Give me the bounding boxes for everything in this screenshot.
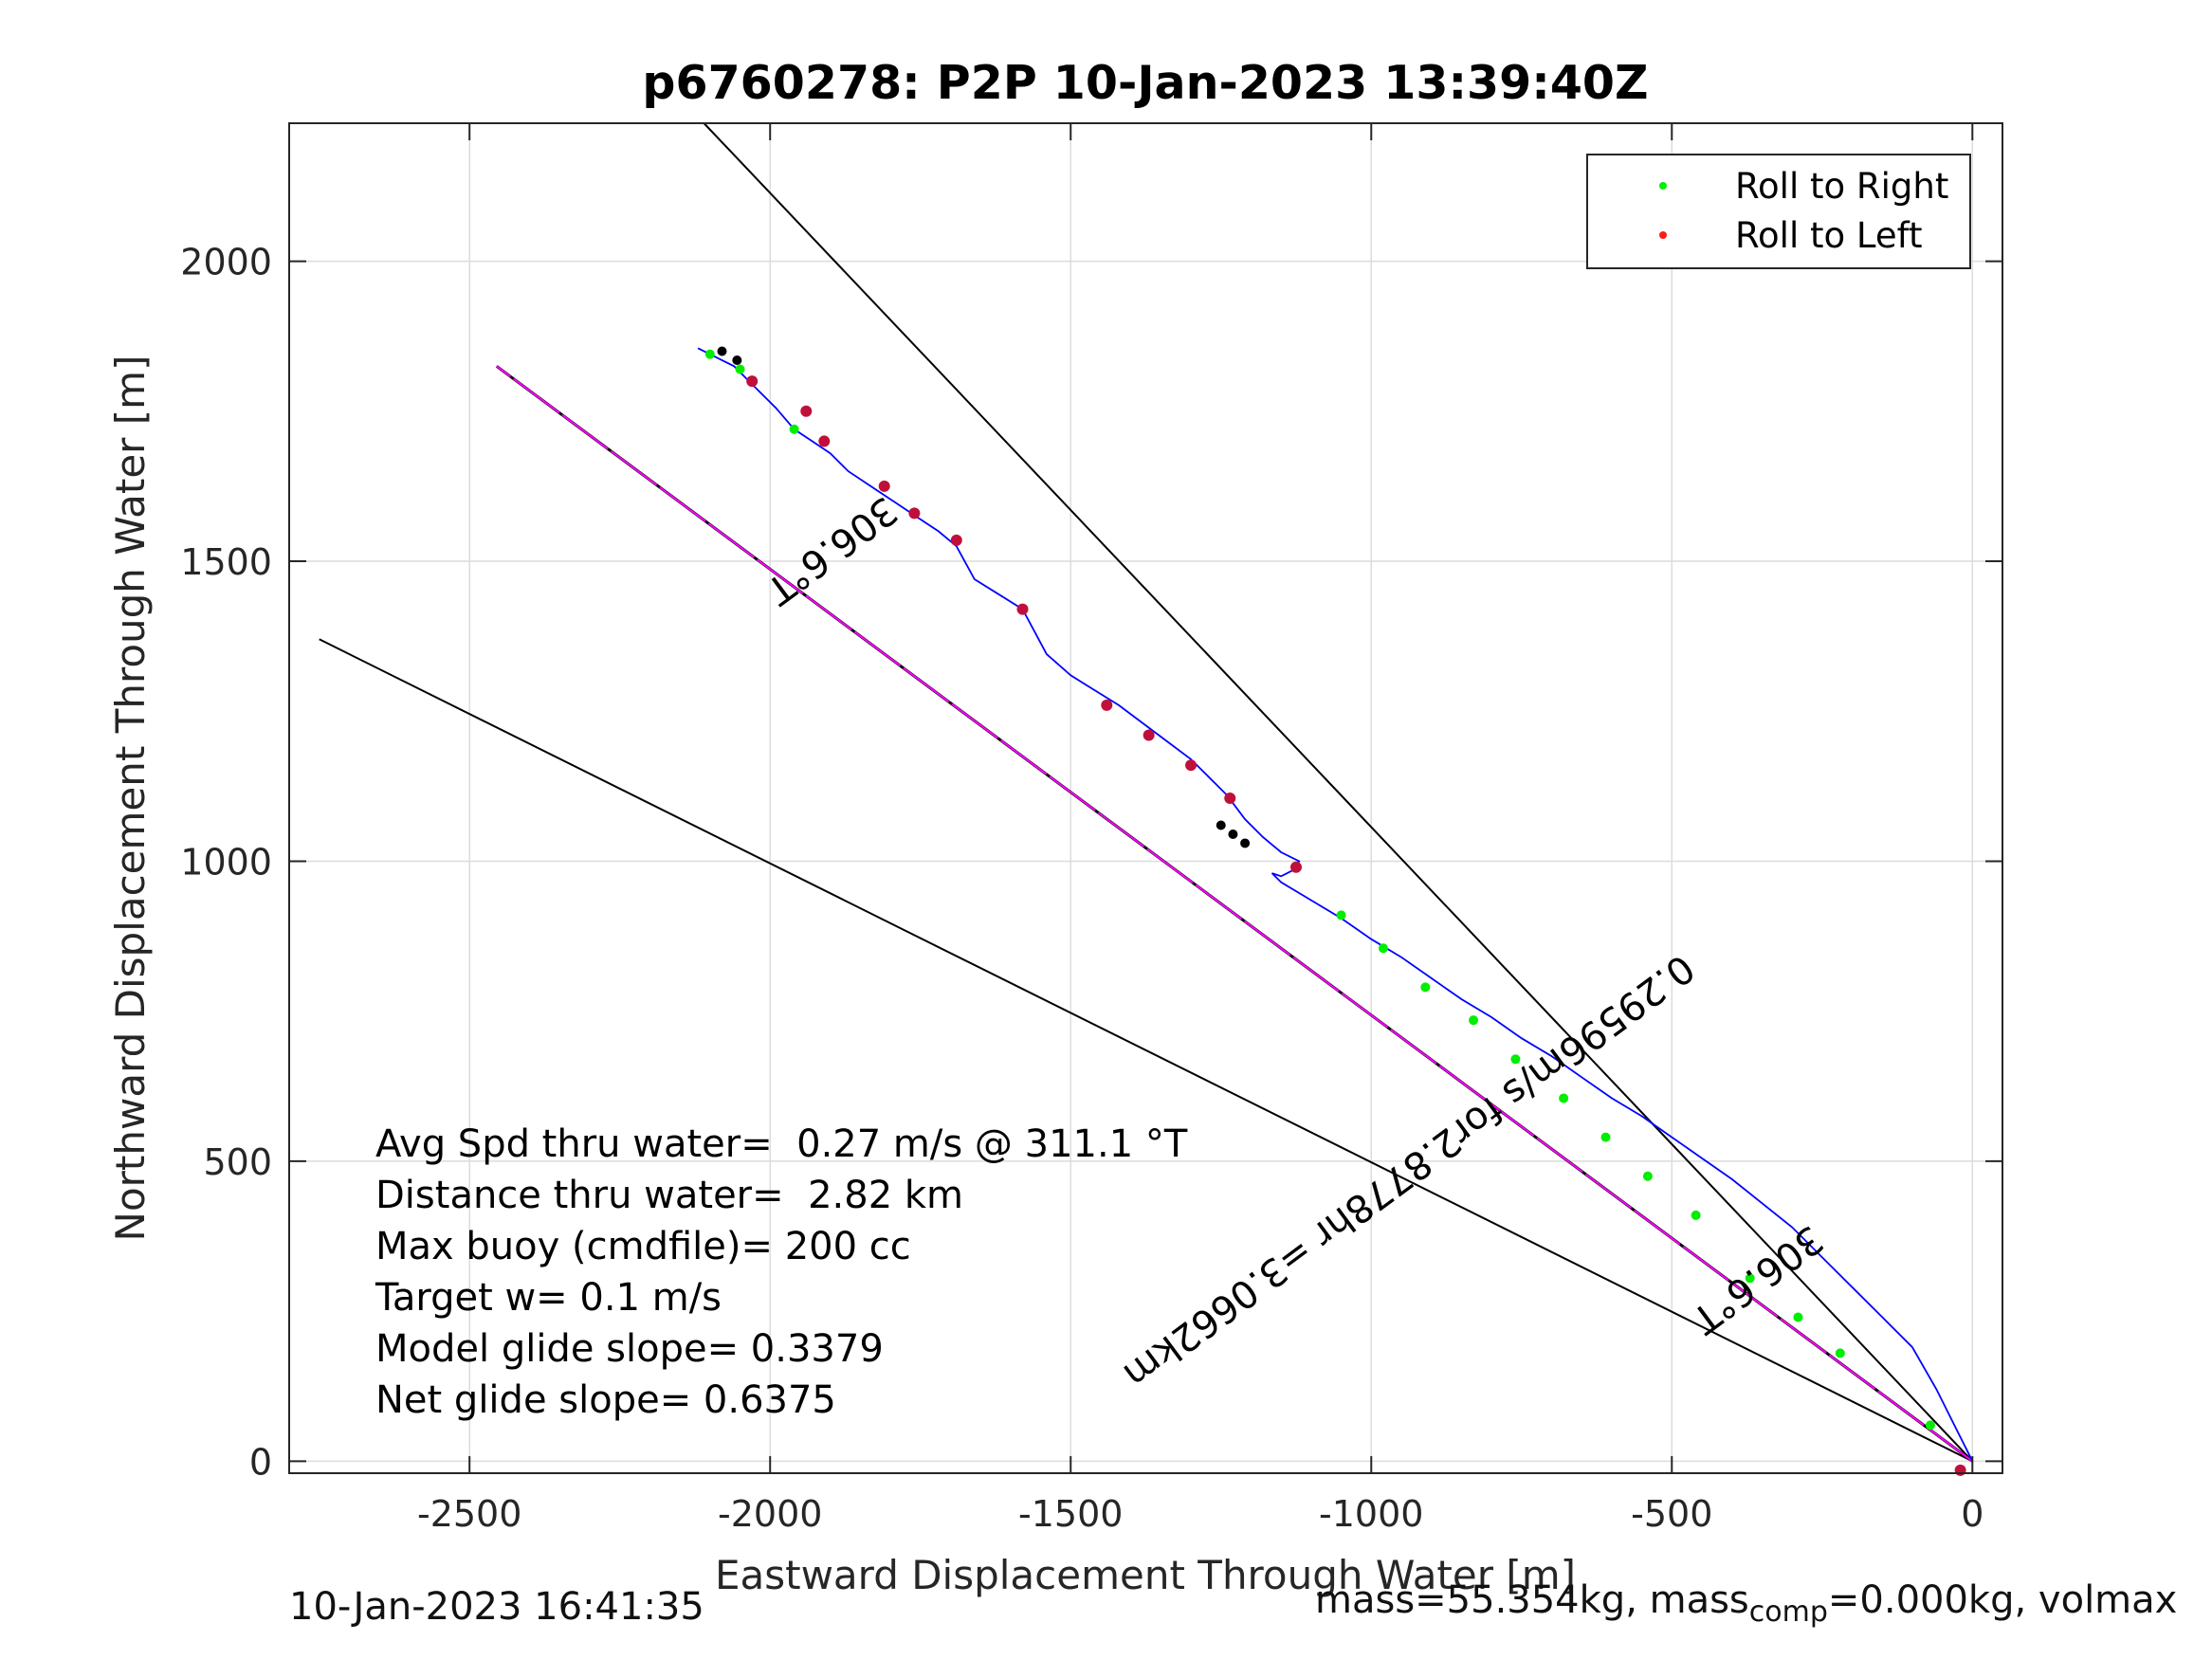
roll-right-marker bbox=[1469, 1015, 1479, 1026]
roll-left-marker bbox=[908, 507, 921, 520]
footer-mass-prefix: mass=55.354kg, mass bbox=[1315, 1578, 1749, 1622]
dive-start-mark bbox=[1228, 829, 1238, 839]
stats-line: Avg Spd thru water= 0.27 m/s @ 311.1 °T bbox=[375, 1122, 1188, 1166]
x-tick-label: -2500 bbox=[417, 1493, 521, 1535]
roll-right-marker bbox=[1420, 982, 1431, 993]
roll-left-marker bbox=[800, 405, 813, 417]
roll-right-marker bbox=[1336, 910, 1346, 921]
x-tick-label: 0 bbox=[1961, 1493, 1983, 1535]
roll-left-marker bbox=[818, 435, 831, 447]
roll-right-marker bbox=[1745, 1273, 1755, 1284]
roll-left-marker bbox=[1016, 603, 1029, 615]
annotation-label: 306.6°T bbox=[758, 487, 905, 612]
grid bbox=[289, 123, 2002, 1473]
x-tick-label: -1000 bbox=[1319, 1493, 1423, 1535]
roll-left-marker bbox=[950, 534, 962, 546]
x-axis-label: Eastward Displacement Through Water [m] bbox=[715, 1552, 1576, 1598]
roll-left-marker bbox=[1224, 793, 1236, 804]
roll-left-marker bbox=[1101, 699, 1113, 711]
x-tick-label: -500 bbox=[1631, 1493, 1712, 1535]
roll-left-marker bbox=[1143, 729, 1155, 741]
roll-right-marker bbox=[789, 424, 799, 434]
legend-box bbox=[1586, 154, 1971, 269]
roll-right-marker bbox=[1559, 1093, 1569, 1103]
roll-right-marker bbox=[1691, 1210, 1701, 1220]
y-tick-label: 0 bbox=[249, 1441, 272, 1483]
reference-line bbox=[703, 122, 1974, 1463]
dive-start-mark bbox=[1216, 820, 1226, 830]
roll-right-marker bbox=[1378, 943, 1388, 954]
roll-right-marker bbox=[704, 349, 715, 359]
dive-start-mark bbox=[717, 346, 727, 356]
roll-right-marker bbox=[735, 364, 745, 374]
stats-block: Avg Spd thru water= 0.27 m/s @ 311.1 °T D… bbox=[375, 1122, 1188, 1422]
track-polyline bbox=[697, 347, 1974, 1462]
roll-right-marker bbox=[1600, 1132, 1611, 1142]
dive-start-mark bbox=[1240, 838, 1251, 848]
legend-marker bbox=[1659, 182, 1667, 190]
chart-title: p6760278: P2P 10-Jan-2023 13:39:40Z bbox=[642, 56, 1648, 110]
roll-left-marker bbox=[878, 480, 890, 492]
y-axis-label: Northward Displacement Through Water [m] bbox=[107, 356, 154, 1242]
roll-left-marker bbox=[1290, 861, 1303, 873]
footer-mass-info: mass=55.354kg, masscomp=0.000kg, volmax bbox=[1315, 1578, 2177, 1629]
y-tick-label: 1000 bbox=[180, 841, 272, 883]
roll-markers bbox=[704, 346, 1966, 1476]
stats-line: Target w= 0.1 m/s bbox=[375, 1276, 722, 1320]
track-line bbox=[697, 347, 1974, 1462]
roll-right-marker bbox=[1835, 1348, 1845, 1358]
y-tick-label: 1500 bbox=[180, 541, 272, 583]
annotations: 306.6°T0.29596m/s for2.8778hr =3.0662km3… bbox=[758, 487, 1831, 1396]
x-tick-label: -1500 bbox=[1018, 1493, 1123, 1535]
x-tick-label: -2000 bbox=[718, 1493, 822, 1535]
course-line bbox=[495, 365, 1974, 1463]
legend-label: Roll to Left bbox=[1735, 215, 1923, 256]
reference-line bbox=[319, 638, 1973, 1463]
course-line-overlay bbox=[496, 365, 1973, 1463]
legend-label: Roll to Right bbox=[1735, 166, 1948, 207]
roll-left-marker bbox=[1185, 759, 1197, 772]
ticks: -2500 -2000 -1500 -1000 -500 0 0 500 1000 1500 200… bbox=[180, 123, 2002, 1535]
dive-start-mark bbox=[732, 355, 742, 365]
legend-marker bbox=[1659, 231, 1667, 239]
y-tick-label: 500 bbox=[203, 1141, 272, 1183]
roll-left-marker bbox=[1954, 1464, 1966, 1476]
stats-line: Max buoy (cmdfile)= 200 cc bbox=[375, 1225, 911, 1268]
reference-lines bbox=[319, 122, 1974, 1463]
roll-right-marker bbox=[1642, 1171, 1653, 1181]
legend: Roll to Right Roll to Left bbox=[1586, 154, 1971, 269]
plot-frame bbox=[288, 122, 2003, 1474]
roll-left-marker bbox=[746, 375, 759, 388]
stats-line: Net glide slope= 0.6375 bbox=[375, 1378, 836, 1422]
stats-line: Distance thru water= 2.82 km bbox=[375, 1174, 963, 1217]
roll-right-marker bbox=[1793, 1312, 1803, 1322]
annotation-label: 0.29596m/s for2.8778hr =3.0662km bbox=[1115, 945, 1702, 1396]
footer-mass-suffix: =0.000kg, volmax bbox=[1827, 1578, 2178, 1622]
roll-right-marker bbox=[1510, 1054, 1521, 1065]
y-tick-label: 2000 bbox=[180, 242, 272, 283]
footer-mass-subscript: comp bbox=[1748, 1595, 1828, 1629]
roll-right-marker bbox=[1925, 1420, 1935, 1431]
stats-line: Model glide slope= 0.3379 bbox=[375, 1327, 884, 1371]
footer-timestamp: 10-Jan-2023 16:41:35 bbox=[289, 1585, 704, 1629]
